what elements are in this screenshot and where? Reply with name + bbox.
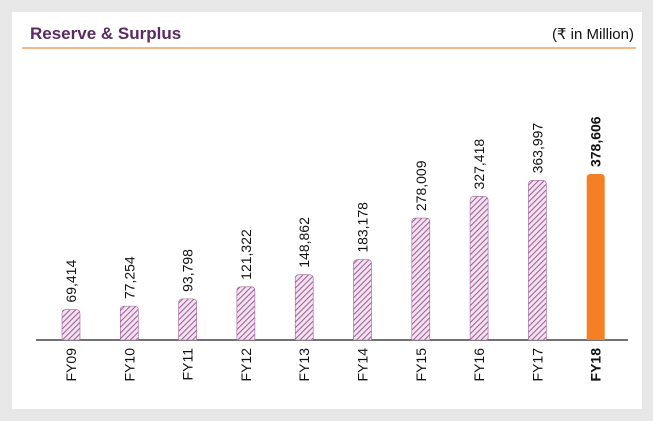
x-tick-label: FY14 [355, 348, 371, 382]
x-tick-label: FY15 [413, 348, 429, 382]
bar [528, 180, 547, 341]
bar [236, 286, 256, 341]
bar [353, 259, 372, 341]
data-label: 363,997 [529, 123, 545, 174]
data-label: 378,606 [588, 116, 604, 167]
chart-subtitle: (₹ in Million) [552, 26, 634, 43]
data-label: 183,178 [355, 202, 371, 253]
data-label: 278,009 [413, 160, 429, 211]
data-label: 327,418 [471, 139, 487, 190]
bar [586, 174, 605, 340]
bar [469, 196, 489, 341]
x-tick-label: FY12 [238, 348, 254, 382]
bar [411, 217, 431, 341]
data-label: 148,862 [296, 217, 312, 268]
bar [120, 305, 139, 341]
data-label: 69,414 [63, 260, 79, 303]
chart-title: Reserve & Surplus [30, 24, 181, 43]
x-tick-label: FY17 [529, 348, 545, 382]
data-label: 93,798 [180, 249, 196, 292]
data-label: 121,322 [238, 229, 254, 280]
x-tick-label: FY13 [296, 348, 312, 382]
x-tick-label: FY18 [588, 348, 604, 382]
bar [178, 298, 197, 341]
bar [294, 274, 314, 341]
panel [12, 12, 642, 409]
x-tick-label: FY16 [471, 348, 487, 382]
x-tick-label: FY11 [180, 348, 196, 381]
x-tick-label: FY10 [121, 348, 137, 382]
bar [61, 309, 81, 341]
data-label: 77,254 [121, 256, 137, 299]
x-tick-label: FY09 [63, 348, 79, 382]
